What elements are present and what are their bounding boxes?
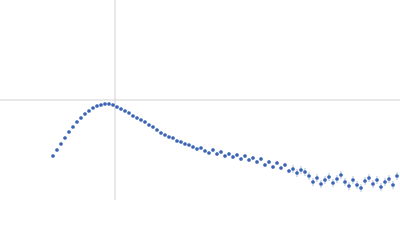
point — [51, 154, 55, 158]
point — [279, 166, 283, 170]
point — [267, 160, 271, 164]
point — [307, 174, 311, 178]
point — [67, 130, 71, 134]
point — [211, 148, 215, 152]
point — [83, 112, 87, 116]
point — [115, 105, 119, 109]
point — [339, 173, 343, 177]
point — [311, 180, 315, 184]
point — [331, 181, 335, 185]
point — [103, 102, 107, 106]
point — [391, 183, 395, 187]
point — [355, 183, 359, 187]
point — [99, 103, 103, 107]
point — [303, 170, 307, 174]
point — [147, 123, 151, 127]
point — [239, 157, 243, 161]
point — [163, 133, 167, 137]
point — [63, 136, 67, 140]
point — [151, 125, 155, 129]
point — [159, 131, 163, 135]
point — [123, 109, 127, 113]
point — [111, 103, 115, 107]
point — [283, 163, 287, 167]
point — [87, 109, 91, 113]
point — [215, 152, 219, 156]
point — [199, 146, 203, 150]
point — [227, 152, 231, 156]
point — [143, 120, 147, 124]
point — [299, 168, 303, 172]
point — [231, 155, 235, 159]
point — [275, 161, 279, 165]
point — [395, 174, 399, 178]
point — [259, 157, 263, 161]
point — [271, 165, 275, 169]
point — [187, 143, 191, 147]
point — [71, 125, 75, 129]
point — [119, 107, 123, 111]
point — [323, 178, 327, 182]
point — [91, 106, 95, 110]
point — [183, 142, 187, 146]
point — [131, 114, 135, 118]
chart — [0, 0, 400, 200]
point — [139, 118, 143, 122]
point — [315, 176, 319, 180]
point — [287, 169, 291, 173]
point — [387, 177, 391, 181]
point — [383, 180, 387, 184]
point — [335, 177, 339, 181]
point — [251, 156, 255, 160]
point — [127, 111, 131, 115]
point — [351, 178, 355, 182]
point — [223, 154, 227, 158]
point — [291, 167, 295, 171]
point — [295, 171, 299, 175]
point — [79, 116, 83, 120]
point — [175, 139, 179, 143]
point — [379, 185, 383, 189]
point — [155, 128, 159, 132]
point — [95, 104, 99, 108]
point — [107, 102, 111, 106]
point — [207, 151, 211, 155]
point — [255, 160, 259, 164]
point — [167, 135, 171, 139]
point — [55, 148, 59, 152]
point — [343, 180, 347, 184]
point — [243, 154, 247, 158]
point — [59, 142, 63, 146]
point — [75, 120, 79, 124]
point — [375, 178, 379, 182]
point — [179, 140, 183, 144]
point — [327, 175, 331, 179]
point — [195, 147, 199, 151]
point — [359, 186, 363, 190]
point — [203, 149, 207, 153]
point — [235, 153, 239, 157]
point — [171, 136, 175, 140]
point — [247, 158, 251, 162]
point — [135, 116, 139, 120]
point — [371, 182, 375, 186]
point — [263, 163, 267, 167]
point — [319, 182, 323, 186]
point — [367, 176, 371, 180]
point — [219, 150, 223, 154]
point — [191, 145, 195, 149]
point — [347, 184, 351, 188]
point — [363, 179, 367, 183]
